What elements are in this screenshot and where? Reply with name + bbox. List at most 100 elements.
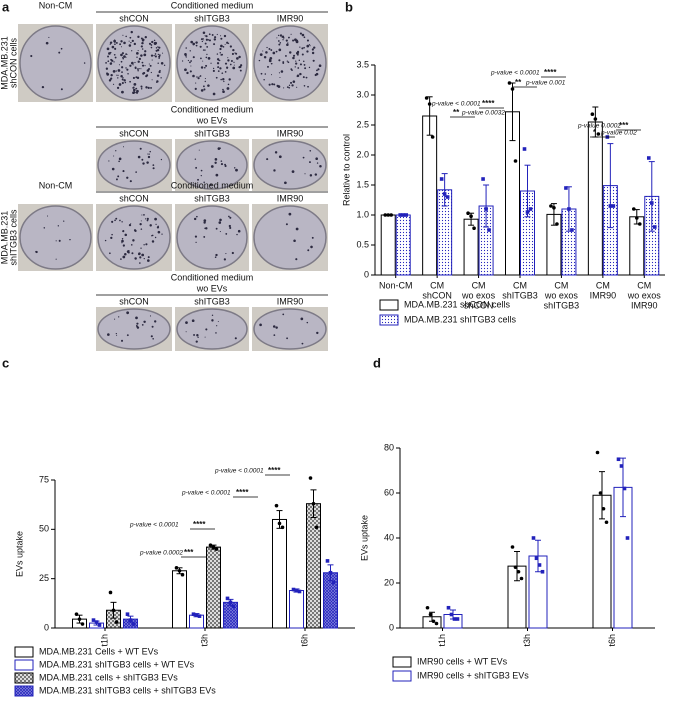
colony: [205, 35, 208, 38]
y-tick-label: 0: [44, 622, 49, 632]
colony: [116, 334, 118, 336]
colony: [284, 181, 287, 185]
colony: [156, 80, 159, 83]
colony: [282, 39, 284, 41]
data-point: [231, 604, 236, 609]
colony: [229, 45, 232, 48]
colony: [126, 53, 128, 55]
dish: [19, 205, 92, 270]
colony: [138, 57, 141, 61]
legend-label: MDA.MB.231 shITGB3 cells: [404, 314, 517, 324]
colony: [189, 70, 192, 73]
colony: [146, 69, 150, 72]
colony: [231, 52, 234, 56]
data-point: [469, 214, 473, 218]
colony: [239, 69, 242, 72]
dish: [97, 205, 171, 270]
colony: [160, 77, 162, 79]
colony: [195, 41, 198, 44]
colony: [128, 44, 132, 47]
colony: [311, 51, 315, 55]
colony: [240, 64, 243, 67]
colony: [215, 173, 219, 177]
column-label: shITGB3: [194, 193, 230, 203]
colony: [136, 56, 138, 58]
colony: [135, 87, 138, 90]
colony: [302, 156, 305, 159]
colony: [272, 325, 276, 328]
colony: [30, 54, 33, 58]
colony: [268, 58, 270, 60]
colony: [125, 67, 127, 69]
column-label: shCON: [119, 296, 149, 306]
colony: [153, 54, 155, 57]
colony: [315, 157, 318, 161]
colony: [147, 86, 150, 89]
colony: [197, 178, 199, 181]
colony: [209, 183, 212, 186]
colony: [124, 253, 127, 256]
annotation: ****: [268, 466, 281, 475]
colony: [147, 153, 149, 155]
colony: [303, 85, 306, 87]
y-tick-label: 40: [384, 532, 394, 542]
colony: [259, 323, 262, 327]
colony: [214, 256, 217, 258]
colony: [270, 62, 273, 65]
colony: [192, 56, 195, 59]
colony: [260, 72, 263, 75]
data-point: [525, 210, 530, 214]
data-point: [194, 613, 199, 617]
colony: [279, 76, 281, 79]
colony: [193, 334, 196, 336]
colony: [301, 53, 304, 56]
column-label: shITGB3: [194, 13, 230, 23]
colony: [216, 325, 218, 327]
colony: [286, 337, 289, 340]
colony: [199, 45, 202, 48]
bar: [395, 214, 411, 276]
data-point: [297, 589, 302, 594]
colony: [132, 91, 135, 95]
colony: [145, 86, 148, 89]
data-point: [225, 596, 230, 601]
data-point: [125, 612, 130, 616]
colony: [137, 70, 139, 72]
colony: [152, 167, 155, 170]
colony: [138, 252, 141, 256]
colony: [228, 215, 230, 218]
colony: [296, 74, 300, 78]
colony: [232, 66, 236, 70]
colony: [288, 86, 291, 89]
bar: [463, 218, 479, 276]
colony: [217, 70, 220, 73]
colony: [299, 46, 301, 48]
colony: [144, 50, 147, 53]
annotation: ****: [193, 520, 206, 529]
legend-label: MDA.MB.231 shITGB3 cells + WT EVs: [39, 659, 195, 669]
colony: [161, 52, 164, 54]
colony: [267, 65, 269, 68]
x-tick-label: wo exos: [544, 290, 579, 300]
colony: [213, 38, 217, 41]
colony: [150, 44, 153, 46]
y-tick-label: 0: [389, 622, 394, 632]
y-tick-label: 80: [384, 442, 394, 452]
data-point: [570, 228, 574, 232]
row-label: MDA.MB.231: [0, 36, 9, 90]
annotation: ****: [236, 488, 249, 497]
colony: [132, 239, 135, 242]
data-point: [534, 556, 539, 561]
colony: [265, 51, 268, 54]
colony: [226, 87, 230, 90]
data-point: [513, 565, 518, 570]
data-point: [424, 96, 429, 100]
colony: [157, 230, 161, 234]
colony: [157, 225, 159, 227]
colony: [283, 87, 285, 89]
colony: [111, 167, 115, 171]
colony: [295, 258, 298, 261]
y-tick-label: 0: [364, 269, 369, 279]
colony: [216, 62, 220, 65]
colony: [202, 60, 204, 62]
